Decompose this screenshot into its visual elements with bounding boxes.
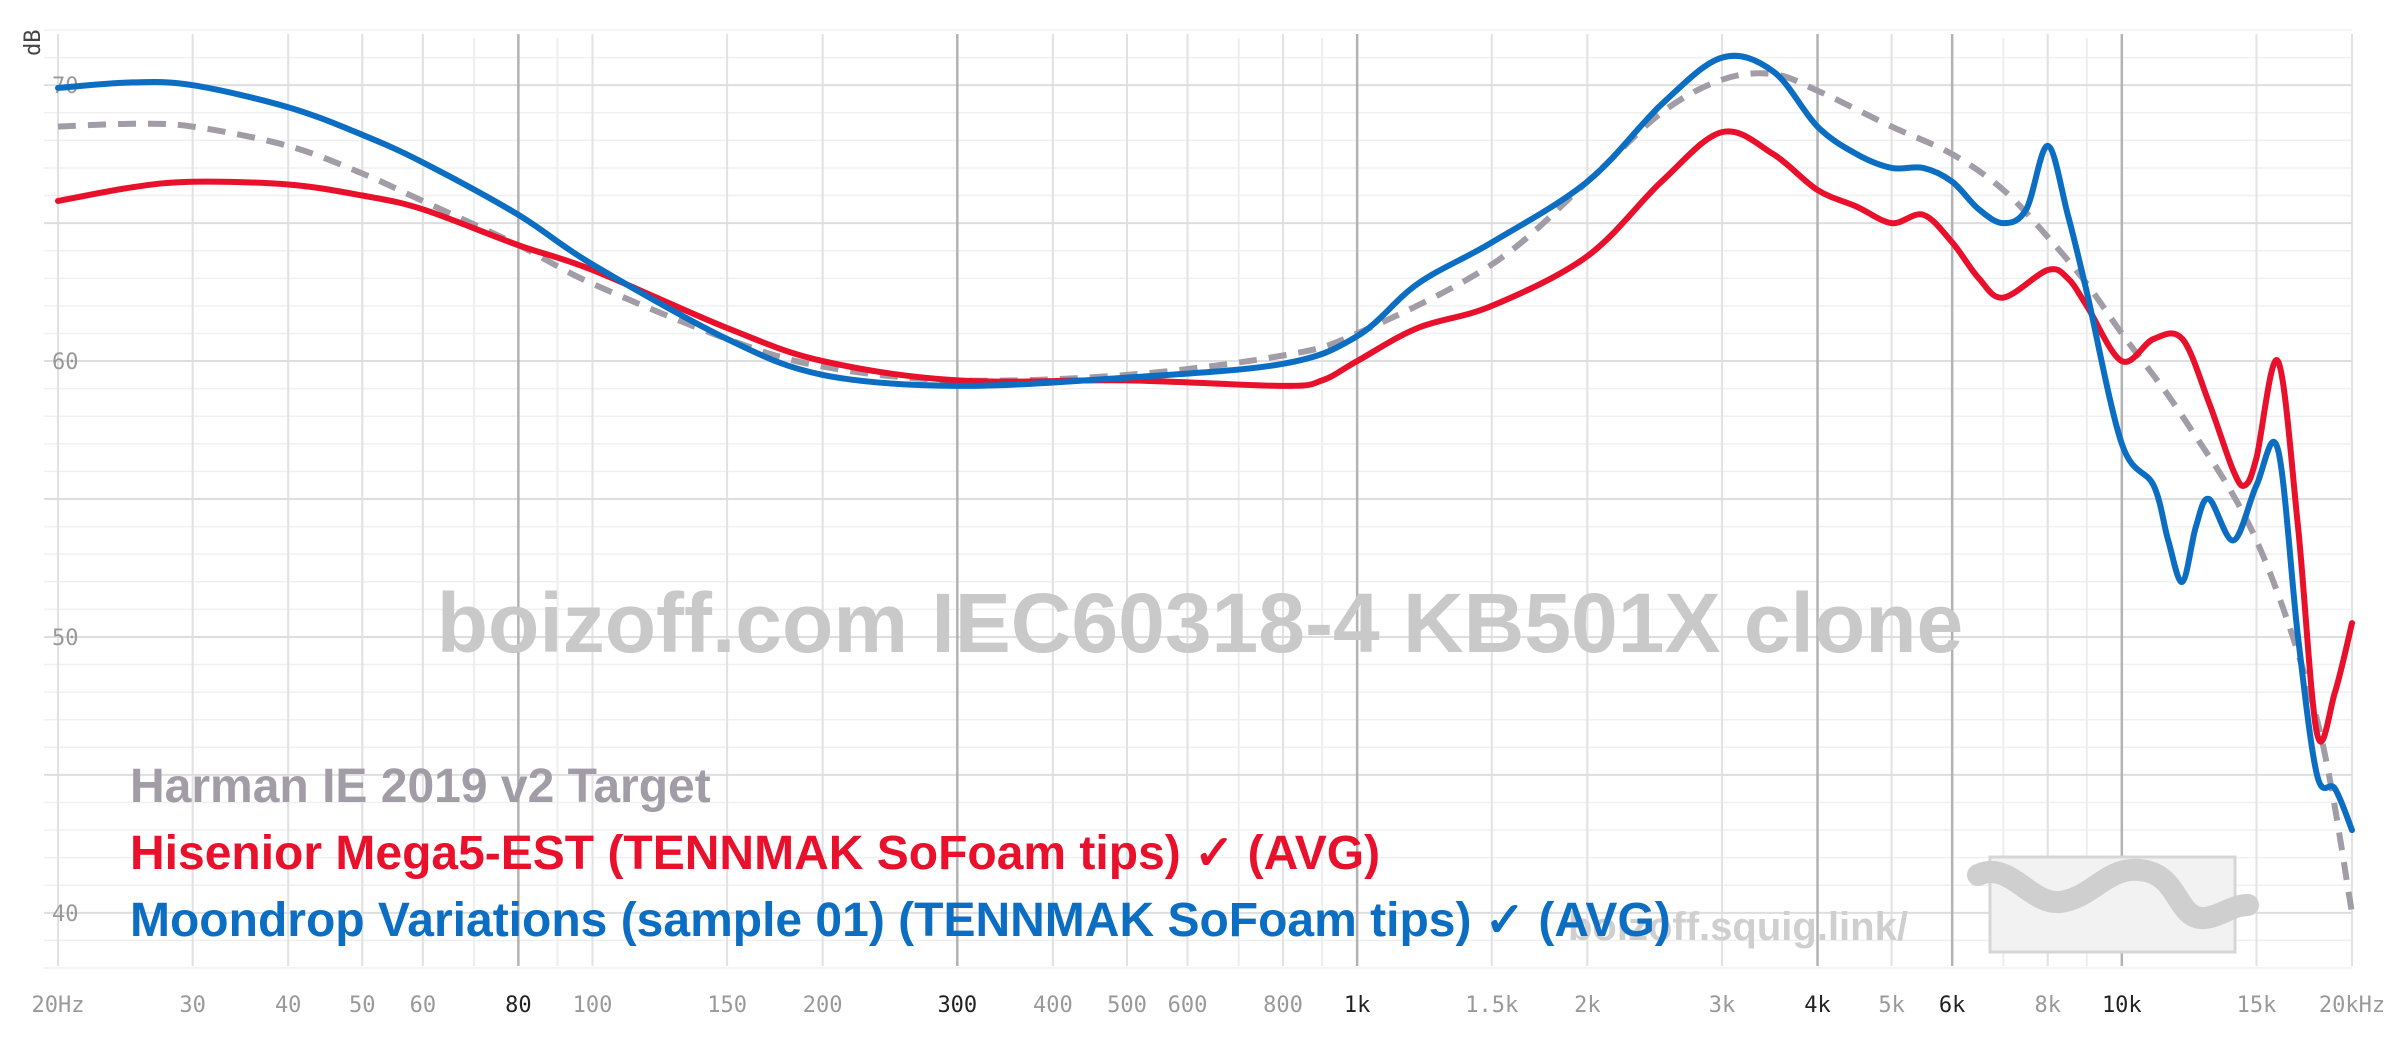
x-tick-label: 800: [1263, 993, 1303, 1018]
y-tick-label: 40: [52, 902, 79, 927]
x-tick-label: 80: [505, 993, 532, 1018]
x-tick-label: 6k: [1939, 993, 1966, 1018]
x-tick-label: 4k: [1804, 993, 1831, 1018]
legend-moondrop[interactable]: Moondrop Variations (sample 01) (TENNMAK…: [130, 894, 1671, 947]
legend-hisenior[interactable]: Hisenior Mega5-EST (TENNMAK SoFoam tips)…: [130, 827, 1380, 880]
x-tick-labels: 20Hz 30 40 50 60 80 100 150 200 300 400 500 600 800 1k…: [32, 993, 2386, 1018]
x-tick-label: 600: [1168, 993, 1208, 1018]
x-tick-label: 8k: [2034, 993, 2061, 1018]
x-tick-label: 30: [179, 993, 206, 1018]
x-tick-label: 150: [707, 993, 747, 1018]
x-tick-label: 1.5k: [1465, 993, 1518, 1018]
x-tick-label: 60: [410, 993, 437, 1018]
x-tick-label: 300: [937, 993, 977, 1018]
series-layer: [55, 52, 2355, 914]
x-tick-label: 3k: [1709, 993, 1736, 1018]
x-tick-label: 20Hz: [32, 993, 85, 1018]
y-axis-label: dB: [21, 30, 46, 57]
site-url-label: boizoff.squig.link/: [1568, 905, 1908, 949]
moondrop-variations-curve: [55, 52, 2355, 834]
x-tick-label: 15k: [2237, 993, 2277, 1018]
x-tick-label: 1k: [1344, 993, 1371, 1018]
x-tick-label: 50: [349, 993, 376, 1018]
squiglink-logo: [1967, 855, 2259, 954]
x-tick-label: 20kHz: [2319, 993, 2385, 1018]
x-tick-label: 200: [803, 993, 843, 1018]
legend-target[interactable]: Harman IE 2019 v2 Target: [130, 760, 711, 813]
x-tick-label: 100: [573, 993, 613, 1018]
x-tick-label: 2k: [1574, 993, 1601, 1018]
x-tick-label: 40: [275, 993, 302, 1018]
y-tick-label: 60: [52, 350, 79, 375]
legend: Harman IE 2019 v2 Target Hisenior Mega5-E…: [130, 760, 1671, 947]
x-tick-label: 10k: [2102, 993, 2142, 1018]
y-tick-label: 50: [52, 626, 79, 651]
watermark-text: boizoff.com IEC60318-4 KB501X clone: [437, 576, 1963, 670]
x-tick-label: 500: [1107, 993, 1147, 1018]
x-tick-label: 400: [1033, 993, 1073, 1018]
x-tick-label: 5k: [1878, 993, 1905, 1018]
grid-major: [44, 34, 2352, 966]
